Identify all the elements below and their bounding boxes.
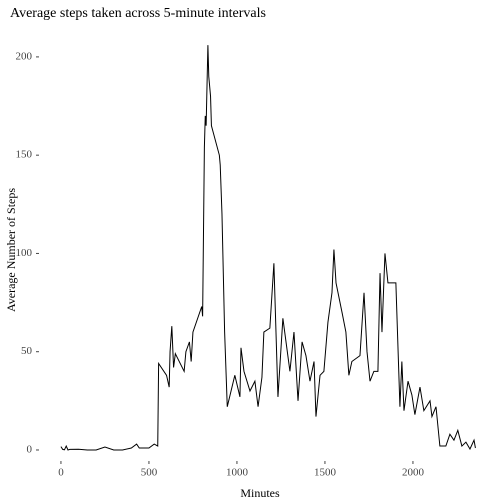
y-tick-label: 50	[21, 345, 33, 357]
line-series	[60, 45, 476, 451]
x-tick-label: 500	[141, 467, 158, 479]
y-tick-label: 200	[16, 50, 33, 62]
y-tick-label: 0	[27, 444, 33, 456]
x-tick-label: 1500	[314, 467, 337, 479]
y-axis-title: Average Number of Steps	[4, 188, 18, 312]
y-tick-label: 100	[16, 247, 33, 259]
x-tick-label: 0	[58, 467, 64, 479]
y-tick-label: 150	[16, 149, 33, 161]
x-tick-label: 1000	[226, 467, 249, 479]
chart-title: Average steps taken across 5-minute inte…	[10, 6, 266, 21]
x-axis-title: Minutes	[240, 486, 280, 500]
x-tick-label: 2000	[402, 467, 425, 479]
